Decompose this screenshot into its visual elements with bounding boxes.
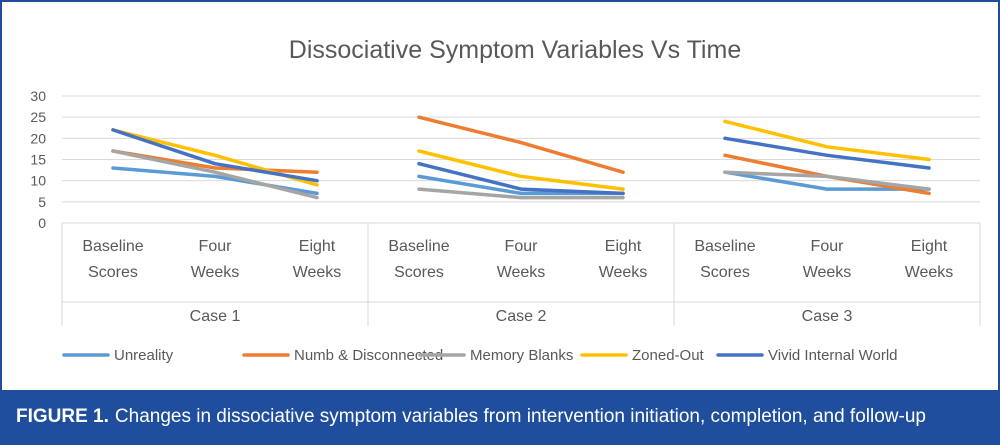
legend-label: Zoned-Out — [632, 347, 705, 364]
data-point — [825, 187, 829, 191]
x-tick-label: Scores — [88, 264, 138, 281]
y-tick-label: 10 — [30, 173, 46, 189]
x-tick-label: Weeks — [293, 264, 342, 281]
y-tick-label: 30 — [30, 88, 46, 104]
data-point — [213, 162, 217, 166]
data-point — [723, 136, 727, 140]
data-point — [315, 196, 319, 200]
data-point — [519, 196, 523, 200]
data-point — [213, 170, 217, 174]
legend-label: Memory Blanks — [470, 347, 573, 364]
group-label: Case 3 — [802, 308, 853, 325]
y-tick-label: 20 — [30, 130, 46, 146]
data-point — [927, 166, 931, 170]
data-point — [621, 191, 625, 195]
chart-svg: Dissociative Symptom Variables Vs Time 0 5… — [30, 36, 981, 364]
x-tick-label: Baseline — [82, 238, 143, 255]
data-point — [825, 174, 829, 179]
caption-text: Changes in dissociative symptom variable… — [114, 405, 926, 427]
data-point — [723, 153, 727, 157]
data-point — [417, 149, 421, 153]
data-point — [621, 170, 625, 174]
x-tick-label: Weeks — [803, 264, 852, 281]
data-point — [315, 191, 319, 195]
x-tick-label: Eight — [299, 238, 336, 255]
figure-caption: FIGURE 1. Changes in dissociative sympto… — [2, 390, 998, 443]
data-point — [213, 153, 217, 157]
data-point — [519, 191, 523, 195]
data-point — [825, 145, 829, 149]
caption-label: FIGURE 1. — [16, 405, 109, 427]
legend-label: Unreality — [114, 347, 174, 364]
data-point — [519, 140, 523, 145]
data-point — [417, 174, 421, 179]
group-label: Case 2 — [496, 308, 547, 325]
data-point — [417, 162, 421, 166]
data-point — [213, 174, 217, 179]
x-tick-label: Weeks — [905, 264, 954, 281]
data-point — [621, 187, 625, 191]
data-point — [315, 183, 319, 187]
x-tick-label: Weeks — [497, 264, 546, 281]
line-chart: Dissociative Symptom Variables Vs Time 0 5… — [12, 10, 990, 390]
x-tick-label: Baseline — [694, 238, 755, 255]
y-tick-label: 0 — [38, 215, 46, 231]
x-tick-label: Four — [811, 238, 845, 255]
data-point — [213, 166, 217, 170]
x-tick-label: Four — [199, 238, 233, 255]
y-tick-label: 5 — [38, 194, 46, 210]
data-point — [519, 174, 523, 179]
data-point — [111, 149, 115, 153]
x-tick-label: Baseline — [388, 238, 449, 255]
data-point — [111, 166, 115, 170]
group-label: Case 1 — [190, 308, 241, 325]
data-point — [417, 115, 421, 119]
data-point — [927, 191, 931, 195]
data-point — [315, 179, 319, 183]
data-point — [723, 170, 727, 174]
series-line — [417, 115, 625, 174]
data-point — [927, 157, 931, 162]
data-point — [519, 187, 523, 191]
x-tick-label: Scores — [700, 264, 750, 281]
y-tick-label: 15 — [30, 152, 46, 168]
x-tick-label: Eight — [911, 238, 948, 255]
data-point — [723, 119, 727, 123]
data-point — [621, 196, 625, 200]
x-tick-label: Eight — [605, 238, 642, 255]
data-point — [111, 128, 115, 132]
data-point — [315, 170, 319, 174]
series-line — [723, 136, 931, 170]
data-point — [825, 153, 829, 157]
data-point — [927, 187, 931, 191]
x-tick-label: Four — [505, 238, 539, 255]
x-tick-label: Weeks — [599, 264, 648, 281]
x-tick-label: Weeks — [191, 264, 240, 281]
data-point — [417, 187, 421, 191]
x-tick-label: Scores — [394, 264, 444, 281]
chart-title: Dissociative Symptom Variables Vs Time — [289, 36, 741, 64]
legend-label: Vivid Internal World — [768, 347, 898, 364]
y-tick-label: 25 — [30, 109, 46, 125]
legend-label: Numb & Disconnected — [294, 347, 443, 364]
